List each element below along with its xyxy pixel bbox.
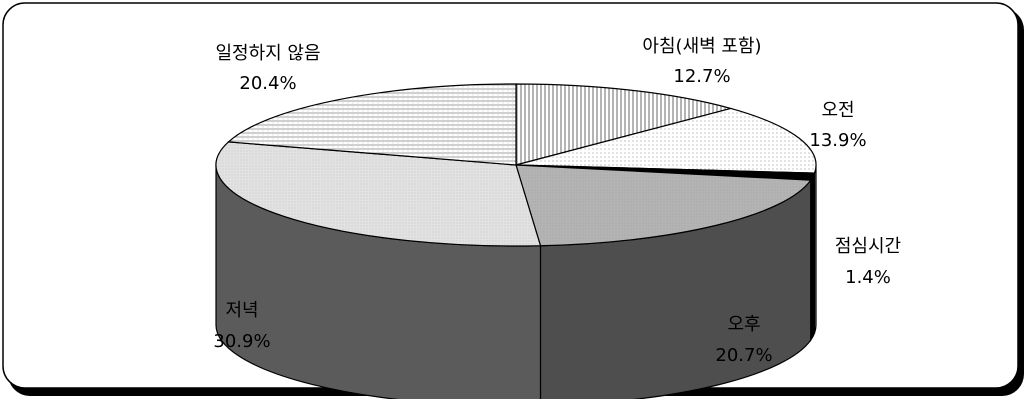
- label-점심시간: 점심시간: [835, 236, 901, 257]
- value-아침: 12.7%: [673, 66, 730, 87]
- pie-slice-5: [227, 83, 517, 166]
- pie-slice-4: [215, 141, 542, 247]
- label-저녁: 저녁: [225, 300, 258, 321]
- label-아침: 아침(새벽 포함): [642, 36, 761, 57]
- label-오후: 오후: [727, 314, 760, 335]
- pie-slice-0: [515, 83, 734, 166]
- label-일정하지않음: 일정하지 않음: [215, 43, 320, 64]
- value-오전: 13.9%: [809, 130, 866, 151]
- value-저녁: 30.9%: [213, 331, 270, 352]
- pie-slice-1: [515, 107, 817, 174]
- value-일정하지않음: 20.4%: [239, 73, 296, 94]
- label-오전: 오전: [821, 100, 854, 121]
- pie-slice-3: [515, 164, 812, 247]
- pie-tops: [215, 83, 817, 247]
- value-점심시간: 1.4%: [845, 267, 891, 288]
- value-오후: 20.7%: [715, 345, 772, 366]
- pie-sides: [215, 164, 817, 399]
